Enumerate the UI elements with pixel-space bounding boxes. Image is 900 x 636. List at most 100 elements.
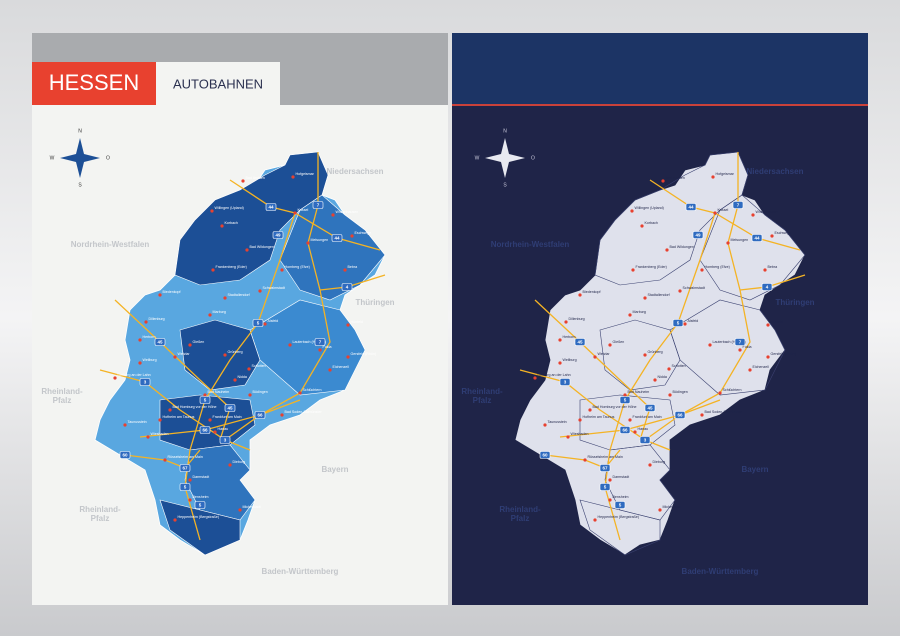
neighbor-label: Pfalz [91,514,110,523]
city-dot [633,430,637,434]
autobahn-shield [644,404,656,412]
city-dot [711,175,715,179]
city-dot [248,393,252,397]
city-dot [123,423,127,427]
district [159,499,241,556]
autobahn-number: 60 [122,452,128,457]
city-dot [708,343,712,347]
compass-o: O [106,155,110,161]
autobahn-shield [272,231,284,239]
autobahn-shield [761,283,773,291]
city-dot [280,268,284,272]
city-label: Bebra [348,265,358,269]
neighbor-label: Pfalz [473,396,492,405]
city-dot [738,348,742,352]
state-outline [514,151,806,556]
city-dot [700,413,704,417]
autobahn-road [224,152,331,441]
autobahn-shield [312,201,324,209]
city-dot [328,368,332,372]
city-label: Hanau [218,427,229,431]
neighbor-label: Pfalz [53,396,72,405]
city-dot [306,241,310,245]
city-label: Schotten [672,364,686,368]
autobahn-shield [194,501,206,509]
autobahn-road [139,399,301,438]
city-dot [223,296,227,300]
autobahn-road [99,369,251,451]
autobahn-shield [674,411,686,419]
neighbor-label: Rheinland- [499,505,541,514]
autobahn-shield [559,378,571,386]
city-label: Willingen (Upland) [215,206,244,210]
autobahn-number: 5 [257,320,260,325]
autobahn-number: 67 [182,465,188,470]
city-dot [346,355,350,359]
city-label: Hofgeismar [296,172,315,176]
city-label: Weilburg [563,358,577,362]
city-label: Darmstadt [193,475,210,479]
city-dot [533,376,537,380]
city-label: Hünfeld [771,320,783,324]
city-dot [346,323,350,327]
city-label: Wiesbaden [151,432,169,436]
autobahn-shield [179,483,191,491]
neighbor-label: Niedersachsen [747,167,804,176]
city-dot [291,175,295,179]
city-dot [608,498,612,502]
title: HESSEN [49,70,139,95]
autobahn-number: 66 [257,412,263,417]
autobahn-shield [734,338,746,346]
city-label: Dieburg [233,460,246,464]
compass-n: N [78,128,82,134]
city-label: Büdingen [673,390,688,394]
city-label: Eichenzell [333,365,350,369]
city-dot [640,224,644,228]
city-label: Frankfurt am Main [213,415,242,419]
city-dot [628,313,632,317]
city-dot [258,289,262,293]
city-label: Frankenberg (Eder) [636,265,667,269]
autobahn-road [534,299,651,441]
city-dot [173,518,177,522]
compass-w: W [475,155,480,161]
city-dot [331,213,335,217]
autobahn-shield [639,436,651,444]
city-label: Michelstadt [663,505,681,509]
neighbor-label: Rheinland- [79,505,121,514]
city-label: Witzenhausen [336,210,359,214]
autobahn-number: 5 [604,484,607,489]
autobahn-shield [539,451,551,459]
city-dot [726,241,730,245]
autobahn-shield [254,411,266,419]
autobahn-number: 66 [677,412,683,417]
city-label: Frankfurt am Main [633,415,662,419]
city-dot [608,478,612,482]
compass-rose [485,138,525,178]
city-dot [658,508,662,512]
compass-o: O [531,155,535,161]
city-dot [751,213,755,217]
city-label: Bensheim [193,495,209,499]
city-label: Bad Soden-Salmünster [705,410,743,414]
autobahn-number: 3 [564,379,567,384]
city-label: Nidda [238,375,247,379]
autobahn-shield [574,338,586,346]
city-label: Hofheim am Taunus [163,415,195,419]
autobahn-number: 3 [144,379,147,384]
city-dot [158,293,162,297]
city-label: Michelstadt [243,505,261,509]
city-label: Fulda [743,345,752,349]
autobahn-number: 7 [737,202,740,207]
autobahn-shield [614,501,626,509]
city-label: Biedenkopf [583,290,601,294]
city-dot [667,367,671,371]
autobahn-shield [314,338,326,346]
city-label: Darmstadt [613,475,630,479]
city-dot [566,435,570,439]
city-label: Schwalmstadt [263,286,285,290]
city-dot [318,348,322,352]
city-label: Dieburg [653,460,666,464]
city-label: Korbach [225,221,238,225]
neighbor-label: Niedersachsen [327,167,384,176]
